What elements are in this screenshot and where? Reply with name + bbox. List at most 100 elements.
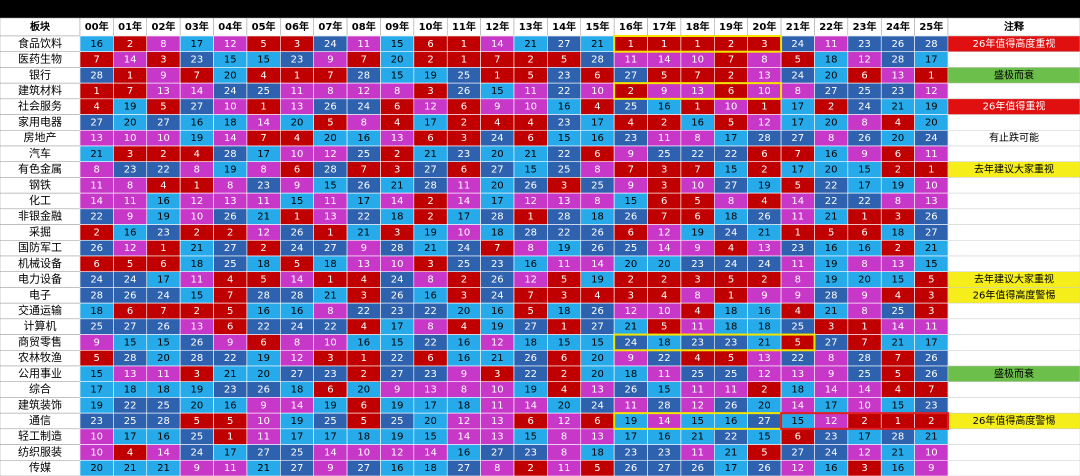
rank-value: 28: [224, 149, 237, 160]
rank-value: 23: [624, 447, 637, 458]
rank-value: 3: [394, 165, 400, 176]
rank-value: 11: [624, 400, 637, 411]
rank-value: 5: [661, 70, 667, 81]
rank-value: 15: [424, 432, 437, 443]
rank-value: 13: [591, 432, 604, 443]
rank-value: 18: [157, 385, 170, 396]
rank-value: 1: [260, 102, 266, 113]
row-label: 化工: [29, 193, 51, 207]
rank-value: 6: [327, 385, 333, 396]
rank-value: 8: [528, 243, 534, 254]
rank-value: 21: [224, 369, 237, 380]
rank-value: 16: [858, 243, 871, 254]
highlight-frame: [780, 412, 949, 430]
rank-value: 16: [190, 117, 203, 128]
rank-value: 22: [157, 165, 170, 176]
rank-value: 18: [791, 385, 804, 396]
rank-value: 3: [628, 290, 634, 301]
rank-value: 14: [424, 447, 437, 458]
rank-value: 4: [461, 322, 467, 333]
rank-value: 1: [327, 227, 333, 238]
rank-value: 8: [795, 275, 801, 286]
row-label: 传媒: [29, 461, 51, 474]
rank-value: 28: [90, 70, 103, 81]
rank-value: 28: [892, 55, 905, 66]
rank-value: 16: [458, 337, 471, 348]
rank-value: 14: [291, 400, 304, 411]
rank-value: 27: [791, 447, 804, 458]
rank-value: 3: [761, 39, 767, 50]
rank-value: 12: [357, 86, 370, 97]
rank-value: 26: [691, 463, 704, 474]
rank-value: 4: [594, 290, 600, 301]
rank-value: 21: [357, 227, 370, 238]
rank-value: 9: [127, 212, 133, 223]
rank-value: 20: [324, 133, 337, 144]
row-label: 房地产: [24, 130, 57, 144]
note-cell: [947, 428, 1080, 445]
rank-value: 12: [291, 353, 304, 364]
rank-value: 22: [858, 196, 871, 207]
column-header: 14年: [552, 20, 576, 33]
rank-value: 21: [758, 227, 771, 238]
rank-value: 21: [524, 149, 537, 160]
rank-value: 26: [524, 353, 537, 364]
rank-value: 4: [194, 149, 200, 160]
rank-value: 10: [658, 306, 671, 317]
rank-value: 13: [424, 385, 437, 396]
rank-value: 27: [791, 133, 804, 144]
rank-value: 14: [190, 86, 203, 97]
rank-value: 23: [624, 133, 637, 144]
rank-value: 17: [791, 165, 804, 176]
rank-value: 12: [524, 275, 537, 286]
rank-value: 4: [94, 102, 100, 113]
rank-value: 12: [491, 337, 504, 348]
rank-value: 15: [491, 86, 504, 97]
row-label: 农林牧渔: [18, 350, 62, 364]
rank-value: 21: [725, 447, 738, 458]
rank-value: 9: [327, 463, 333, 474]
rank-value: 27: [491, 165, 504, 176]
rank-value: 23: [892, 86, 905, 97]
rank-value: 24: [725, 227, 738, 238]
rank-value: 25: [324, 416, 337, 427]
rank-value: 8: [194, 165, 200, 176]
rank-value: 26: [90, 243, 103, 254]
rank-value: 10: [224, 102, 237, 113]
rank-value: 9: [361, 243, 367, 254]
rank-value: 11: [157, 369, 170, 380]
rank-value: 12: [691, 400, 704, 411]
rank-value: 11: [558, 463, 571, 474]
rank-value: 17: [858, 432, 871, 443]
rank-value: 11: [691, 385, 704, 396]
rank-value: 5: [694, 196, 700, 207]
rank-value: 16: [725, 416, 738, 427]
rank-value: 22: [791, 353, 804, 364]
row-label: 综合: [29, 382, 51, 396]
rank-value: 16: [458, 353, 471, 364]
rank-value: 16: [424, 290, 437, 301]
rank-value: 5: [561, 275, 567, 286]
rank-value: 25: [257, 86, 270, 97]
rank-value: 5: [761, 447, 767, 458]
rank-value: 2: [861, 416, 867, 427]
rank-value: 20: [391, 55, 404, 66]
rank-value: 11: [257, 432, 270, 443]
rank-value: 19: [257, 353, 270, 364]
rank-value: 3: [861, 463, 867, 474]
rank-value: 1: [628, 39, 634, 50]
rank-value: 17: [424, 400, 437, 411]
rank-value: 6: [694, 212, 700, 223]
rank-value: 17: [124, 432, 137, 443]
rank-value: 2: [260, 243, 266, 254]
rank-value: 18: [591, 447, 604, 458]
rank-value: 8: [361, 117, 367, 128]
note: 26年值得高度警惕: [973, 414, 1056, 427]
rank-value: 7: [194, 70, 200, 81]
row-label: 商贸零售: [18, 334, 62, 348]
rank-value: 3: [494, 369, 500, 380]
rank-value: 18: [458, 400, 471, 411]
rank-value: 1: [461, 39, 467, 50]
rank-value: 17: [357, 196, 370, 207]
rank-value: 27: [291, 369, 304, 380]
